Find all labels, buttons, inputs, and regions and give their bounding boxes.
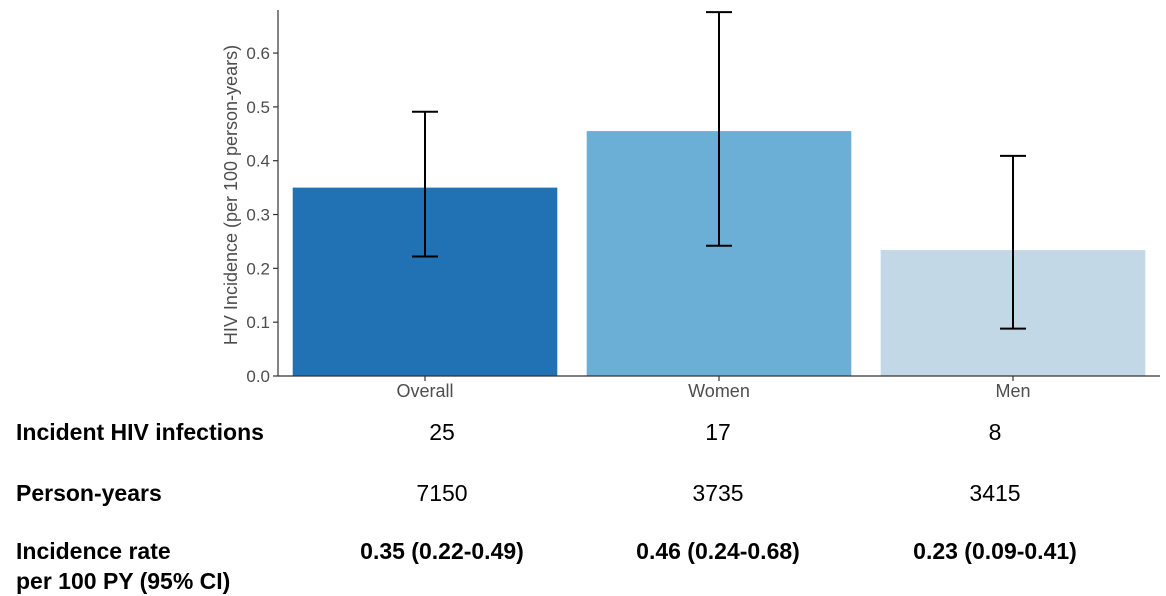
row-label-incidence-rate: Incidence rate per 100 PY (95% CI) xyxy=(16,536,230,596)
y-tick-label: 0.6 xyxy=(246,44,270,63)
y-tick-label: 0.4 xyxy=(246,152,270,171)
bar-chart: 0.0 0.1 0.2 0.3 0.4 0.5 0.6 Overall Women Men HI… xyxy=(221,10,1160,401)
bars xyxy=(292,131,1146,376)
x-tick-label-women: Women xyxy=(688,381,750,401)
y-axis-label: HIV Incidence (per 100 person-years) xyxy=(221,45,241,345)
cell-infections-women: 17 xyxy=(705,419,731,445)
row-label-incidence-line1: Incidence rate xyxy=(16,538,171,564)
y-tick-label: 0.5 xyxy=(246,98,270,117)
cell-py-overall: 7150 xyxy=(416,480,468,506)
y-tick-label: 0.1 xyxy=(246,313,270,332)
row-label-person-years: Person-years xyxy=(16,480,162,506)
cell-rate-women: 0.46 (0.24-0.68) xyxy=(636,538,800,564)
cell-infections-men: 8 xyxy=(988,419,1002,445)
y-axis: 0.0 0.1 0.2 0.3 0.4 0.5 0.6 xyxy=(246,10,279,386)
cell-py-men: 3415 xyxy=(969,480,1021,506)
cell-infections-overall: 25 xyxy=(429,419,455,445)
y-tick-label: 0.3 xyxy=(246,206,270,225)
row-label-infections: Incident HIV infections xyxy=(16,419,264,445)
y-tick-label: 0.0 xyxy=(246,367,270,386)
cell-rate-men: 0.23 (0.09-0.41) xyxy=(913,538,1077,564)
y-tick-label: 0.2 xyxy=(246,259,270,278)
cell-rate-overall: 0.35 (0.22-0.49) xyxy=(360,538,524,564)
error-bars xyxy=(412,11,1026,330)
x-axis: Overall Women Men xyxy=(278,375,1160,401)
x-tick-label-overall: Overall xyxy=(396,381,453,401)
row-label-incidence-line2: per 100 PY (95% CI) xyxy=(16,568,231,594)
x-tick-label-men: Men xyxy=(995,381,1030,401)
cell-py-women: 3735 xyxy=(692,480,744,506)
